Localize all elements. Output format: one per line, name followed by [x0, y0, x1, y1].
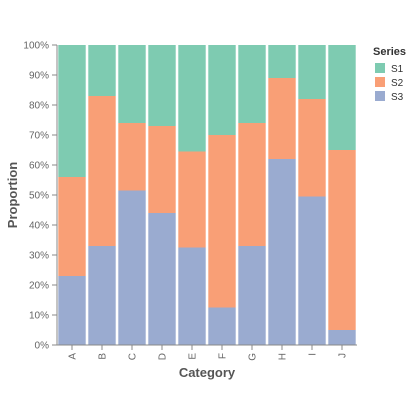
- y-tick-label: 10%: [29, 311, 49, 322]
- y-axis: 0% 10% 20% 30% 40% 50% 60% 70% 80% 90% 100%: [23, 41, 58, 352]
- bar-s2-g: [238, 123, 266, 246]
- x-tick-label-j: J: [338, 353, 349, 358]
- legend-label-s1: S1: [391, 64, 404, 75]
- legend-swatch-s2: [375, 77, 385, 87]
- y-tick-label: 80%: [29, 101, 49, 112]
- bar-s3-b: [88, 246, 116, 345]
- legend-label-s2: S2: [391, 78, 404, 89]
- y-tick-label: 70%: [29, 131, 49, 142]
- bar-s3-g: [238, 246, 266, 345]
- bar-s3-a: [58, 276, 86, 345]
- x-tick-label-i: I: [308, 353, 319, 356]
- bar-s1-d: [148, 45, 176, 126]
- plot-area: [58, 45, 356, 345]
- bar-s2-h: [268, 78, 296, 159]
- bar-s3-j: [328, 330, 356, 345]
- bar-s3-d: [148, 213, 176, 345]
- x-tick-label-a: A: [68, 353, 79, 360]
- bar-s2-i: [298, 99, 326, 197]
- bar-s2-e: [178, 151, 206, 248]
- y-tick-label: 90%: [29, 71, 49, 82]
- bar-s1-j: [328, 45, 356, 150]
- x-tick-label-b: B: [98, 353, 109, 360]
- bar-s1-a: [58, 45, 86, 177]
- bar-s2-b: [88, 96, 116, 246]
- bar-s2-f: [208, 135, 236, 308]
- y-tick-label: 40%: [29, 221, 49, 232]
- y-axis-title: Proportion: [5, 162, 20, 228]
- legend-title: Series: [373, 46, 406, 58]
- x-tick-label-f: F: [218, 353, 229, 359]
- bar-s2-a: [58, 177, 86, 276]
- bar-s3-h: [268, 159, 296, 345]
- bar-s1-c: [118, 45, 146, 123]
- bar-s1-g: [238, 45, 266, 123]
- x-axis-title: Category: [179, 365, 236, 380]
- legend-swatch-s1: [375, 63, 385, 73]
- bar-s1-f: [208, 45, 236, 135]
- legend-swatch-s3: [375, 91, 385, 101]
- bar-s1-e: [178, 45, 206, 152]
- bar-s3-i: [298, 196, 326, 345]
- y-tick-label: 100%: [23, 41, 49, 52]
- x-tick-label-c: C: [128, 353, 139, 360]
- x-tick-label-g: G: [248, 353, 259, 361]
- bar-s1-h: [268, 45, 296, 78]
- bar-s2-c: [118, 123, 146, 191]
- bar-s3-f: [208, 307, 236, 345]
- x-tick-label-e: E: [188, 353, 199, 360]
- legend: Series S1 S2 S3: [373, 46, 406, 103]
- y-tick-label: 0%: [35, 341, 50, 352]
- x-tick-label-d: D: [158, 353, 169, 360]
- bar-s2-d: [148, 126, 176, 213]
- bar-s3-e: [178, 247, 206, 345]
- bar-s1-b: [88, 45, 116, 96]
- legend-label-s3: S3: [391, 92, 404, 103]
- y-tick-label: 60%: [29, 161, 49, 172]
- y-tick-label: 50%: [29, 191, 49, 202]
- x-axis: A B C D E F G H I J: [57, 344, 357, 361]
- bar-s1-i: [298, 45, 326, 99]
- y-tick-label: 30%: [29, 251, 49, 262]
- bar-s3-c: [118, 190, 146, 345]
- x-tick-label-h: H: [278, 353, 289, 360]
- y-tick-label: 20%: [29, 281, 49, 292]
- bar-s2-j: [328, 150, 356, 330]
